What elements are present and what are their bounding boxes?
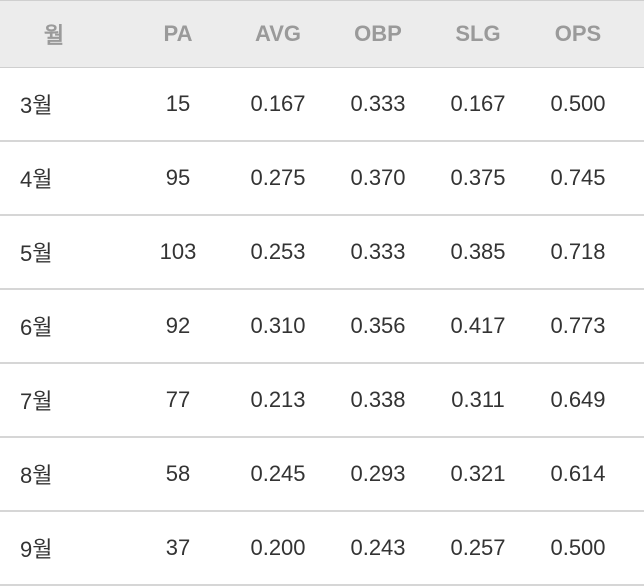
stat-cell: 0.614 bbox=[528, 437, 644, 512]
stat-cell: 0.718 bbox=[528, 215, 644, 290]
stat-cell: 0.200 bbox=[228, 511, 328, 586]
stat-cell: 95 bbox=[128, 141, 228, 216]
stat-cell: 0.773 bbox=[528, 289, 644, 364]
table-row: 3월 15 0.167 0.333 0.167 0.500 bbox=[0, 67, 644, 142]
stat-cell: 0.338 bbox=[328, 363, 428, 438]
table-row: 8월 58 0.245 0.293 0.321 0.614 bbox=[0, 437, 644, 512]
stat-cell: 0.213 bbox=[228, 363, 328, 438]
header-cell: OPS bbox=[528, 0, 644, 68]
stat-cell: 0.385 bbox=[428, 215, 528, 290]
stat-cell: 0.370 bbox=[328, 141, 428, 216]
month-cell: 3월 bbox=[0, 67, 128, 142]
stat-cell: 0.243 bbox=[328, 511, 428, 586]
stat-cell: 37 bbox=[128, 511, 228, 586]
month-cell: 7월 bbox=[0, 363, 128, 438]
stat-cell: 103 bbox=[128, 215, 228, 290]
stat-cell: 0.293 bbox=[328, 437, 428, 512]
header-row: 월 PA AVG OBP SLG OPS bbox=[0, 0, 644, 68]
table-body: 3월 15 0.167 0.333 0.167 0.500 4월 95 0.275 0.370 0.… bbox=[0, 67, 644, 586]
stat-cell: 0.253 bbox=[228, 215, 328, 290]
table-row: 6월 92 0.310 0.356 0.417 0.773 bbox=[0, 289, 644, 364]
stat-cell: 0.257 bbox=[428, 511, 528, 586]
stat-cell: 0.321 bbox=[428, 437, 528, 512]
month-cell: 9월 bbox=[0, 511, 128, 586]
stat-cell: 0.167 bbox=[228, 67, 328, 142]
stat-cell: 0.649 bbox=[528, 363, 644, 438]
month-cell: 6월 bbox=[0, 289, 128, 364]
stat-cell: 0.500 bbox=[528, 511, 644, 586]
stat-cell: 0.333 bbox=[328, 67, 428, 142]
stat-cell: 58 bbox=[128, 437, 228, 512]
header-cell: 월 bbox=[0, 0, 128, 68]
stat-cell: 0.275 bbox=[228, 141, 328, 216]
header-cell: SLG bbox=[428, 0, 528, 68]
header-cell: AVG bbox=[228, 0, 328, 68]
month-cell: 8월 bbox=[0, 437, 128, 512]
stat-cell: 0.311 bbox=[428, 363, 528, 438]
stat-cell: 0.417 bbox=[428, 289, 528, 364]
header-cell: OBP bbox=[328, 0, 428, 68]
stat-cell: 15 bbox=[128, 67, 228, 142]
stat-cell: 0.375 bbox=[428, 141, 528, 216]
stat-cell: 92 bbox=[128, 289, 228, 364]
header-cell: PA bbox=[128, 0, 228, 68]
table-row: 7월 77 0.213 0.338 0.311 0.649 bbox=[0, 363, 644, 438]
stat-cell: 0.333 bbox=[328, 215, 428, 290]
month-cell: 5월 bbox=[0, 215, 128, 290]
stat-cell: 0.745 bbox=[528, 141, 644, 216]
stat-cell: 77 bbox=[128, 363, 228, 438]
stat-cell: 0.500 bbox=[528, 67, 644, 142]
stat-cell: 0.310 bbox=[228, 289, 328, 364]
stat-cell: 0.356 bbox=[328, 289, 428, 364]
stat-cell: 0.167 bbox=[428, 67, 528, 142]
month-cell: 4월 bbox=[0, 141, 128, 216]
table-row: 4월 95 0.275 0.370 0.375 0.745 bbox=[0, 141, 644, 216]
stat-cell: 0.245 bbox=[228, 437, 328, 512]
table-row: 5월 103 0.253 0.333 0.385 0.718 bbox=[0, 215, 644, 290]
table-row: 9월 37 0.200 0.243 0.257 0.500 bbox=[0, 511, 644, 586]
